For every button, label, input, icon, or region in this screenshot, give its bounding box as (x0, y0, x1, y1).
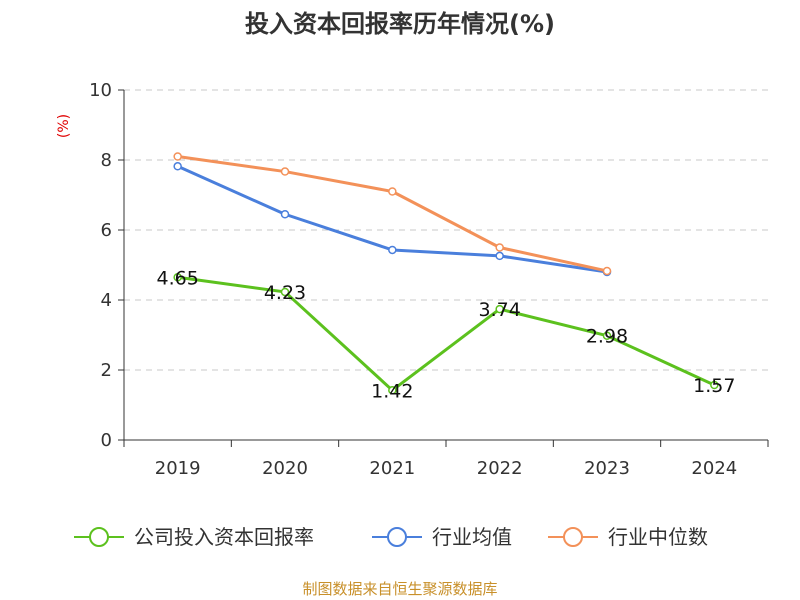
data-point-2-2023 (602, 266, 612, 276)
chart-title: 投入资本回报率历年情况(%) (245, 10, 555, 38)
x-tick-label-2020: 2020 (262, 458, 308, 479)
data-point-0-2024 (710, 380, 719, 390)
y-tick-label-10: 10 (89, 80, 112, 101)
legend-marker-2 (563, 527, 583, 547)
y-tick-label-0: 0 (101, 430, 112, 451)
data-point-0-2022 (495, 304, 504, 314)
source-note: 制图数据来自恒生聚源数据库 (302, 580, 497, 598)
x-tick-label-2024: 2024 (691, 458, 737, 479)
data-point-2-2020 (280, 167, 290, 176)
x-tick-label-2019: 2019 (155, 458, 201, 479)
legend-marker-1 (387, 527, 407, 547)
data-point-1-2022 (495, 251, 504, 261)
legend-marker-0 (89, 527, 109, 547)
series-layer (173, 152, 719, 395)
legend-item-0: 公司投入资本回报率 (74, 525, 314, 549)
y-axis-unit: (%) (56, 114, 72, 138)
data-label-2022: 3.74 (479, 299, 521, 321)
data-point-0-2023 (602, 331, 612, 340)
series-line-0 (177, 275, 715, 392)
y-tick-label-4: 4 (101, 290, 112, 311)
data-label-2020: 4.23 (264, 282, 306, 304)
y-tick-label-8: 8 (101, 150, 112, 171)
data-point-2-2021 (388, 187, 397, 196)
legend-item-1: 行业均值 (372, 525, 512, 549)
data-label-2019: 4.65 (157, 267, 199, 289)
axis-layer: 0 2 4 6 8 10 2019 2020 2021 2022 2023 2024 (89, 80, 769, 479)
data-label-layer: 4.65 4.23 1.42 3.74 2.98 1.57 (157, 267, 736, 402)
data-point-1-2021 (388, 245, 397, 255)
data-point-0-2020 (280, 287, 290, 297)
data-label-2021: 1.42 (371, 380, 413, 402)
x-tick-label-2023: 2023 (584, 458, 630, 479)
data-point-2-2019 (173, 152, 182, 161)
data-point-0-2019 (173, 273, 182, 282)
x-tick-label-2021: 2021 (369, 458, 415, 479)
x-tick-label-2022: 2022 (477, 458, 523, 479)
data-point-0-2021 (388, 386, 397, 395)
legend-label-2: 行业中位数 (608, 525, 708, 549)
legend-label-1: 行业均值 (432, 525, 512, 549)
legend: 公司投入资本回报率 行业均值 行业中位数 (74, 525, 708, 549)
data-label-2024: 1.57 (693, 375, 735, 397)
legend-label-0: 公司投入资本回报率 (134, 525, 314, 549)
y-tick-label-2: 2 (101, 360, 112, 381)
data-point-1-2019 (173, 162, 182, 171)
data-point-1-2020 (280, 210, 290, 219)
data-point-2-2022 (495, 243, 504, 252)
y-tick-label-6: 6 (101, 220, 112, 241)
legend-item-2: 行业中位数 (548, 525, 708, 549)
grid-layer (124, 89, 768, 371)
data-label-2023: 2.98 (586, 326, 628, 348)
